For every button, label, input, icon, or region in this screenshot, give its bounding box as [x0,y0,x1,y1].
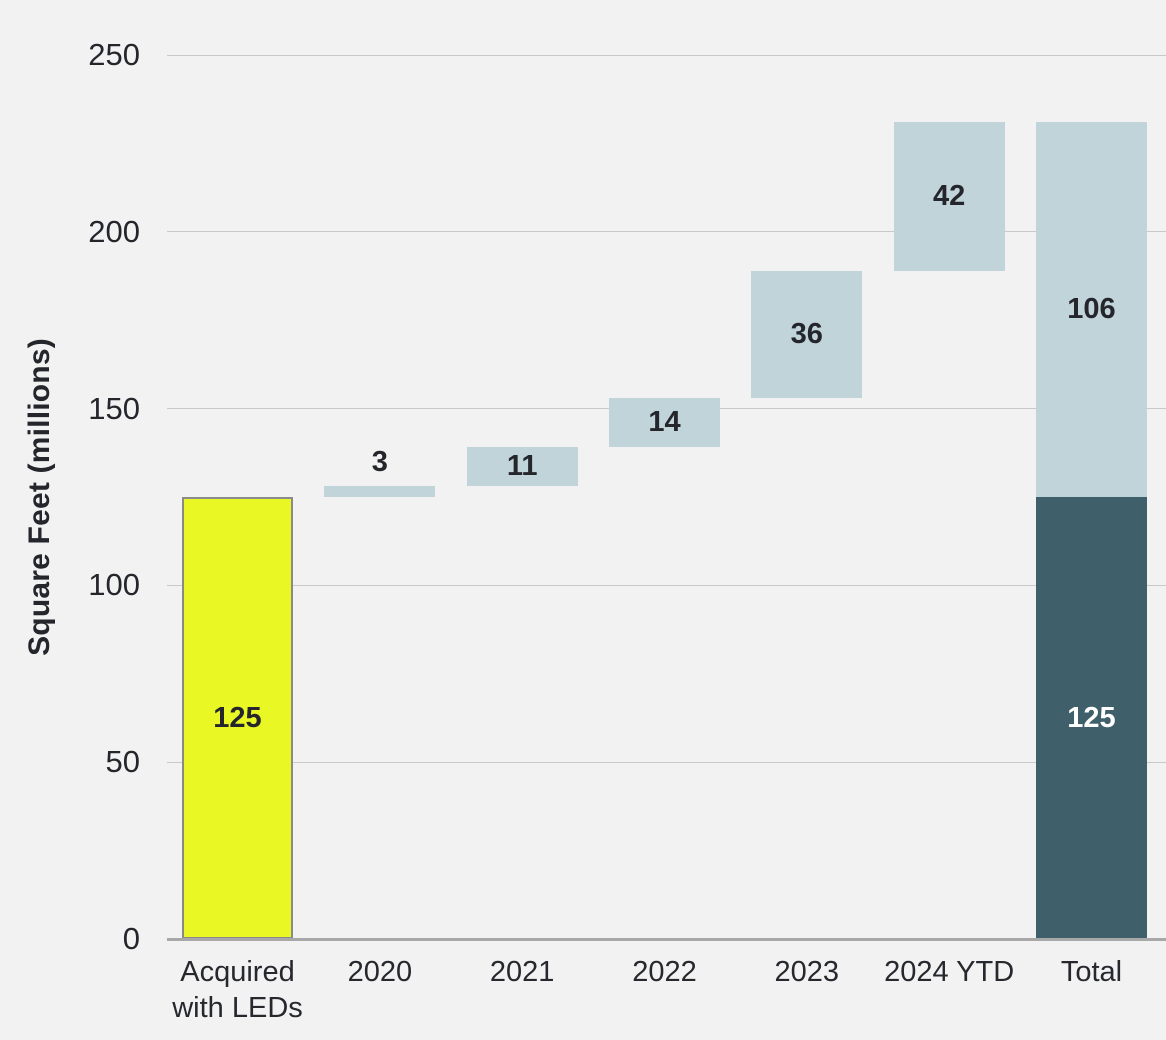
y-tick-label-100: 100 [88,567,140,603]
gridline-y-250 [167,54,1166,56]
x-axis-label-2020: 2020 [347,956,413,988]
x-axis-label-acquired-with-leds: Acquired with LEDs [172,956,303,1025]
bar-value-label-total-2: 106 [1067,293,1116,326]
x-axis-label-2022: 2022 [632,956,697,988]
bar-value-label-total-1: 125 [1067,701,1116,734]
bar-value-label-2023: 36 [790,317,823,350]
bar-2020 [324,486,436,497]
bar-value-label-2022: 14 [648,406,681,439]
bar-total-segment-1 [1035,497,1147,939]
gridline-y-50 [167,761,1166,763]
bar-2022 [608,397,720,448]
x-axis-label-2023: 2023 [774,956,840,988]
y-tick-label-50: 50 [105,744,140,780]
bar-value-label-2021: 11 [506,450,538,483]
bar-value-label-2024-ytd: 42 [933,179,966,212]
x-axis-label-2021: 2021 [489,956,555,988]
bar-total-segment-2 [1035,122,1147,497]
x-axis-label-2024-ytd: 2024 YTD [884,956,1015,988]
bar-value-label-2020: 3 [371,445,388,478]
bar-acquired-with-leds [182,497,293,939]
y-tick-label-200: 200 [88,213,140,249]
bar-2023 [751,270,863,398]
x-axis-label-total: Total [1060,956,1123,988]
gridline-y-100 [167,584,1166,586]
bar-2021 [466,447,578,487]
gridline-y-200 [167,231,1166,233]
bar-value-label-acquired-with-leds: 125 [213,701,262,734]
y-tick-label-0: 0 [122,921,140,956]
bar-2024-ytd [893,122,1005,271]
y-tick-label-250: 250 [88,37,140,72]
y-tick-label-150: 150 [88,390,140,426]
x-axis-line [167,937,1166,941]
